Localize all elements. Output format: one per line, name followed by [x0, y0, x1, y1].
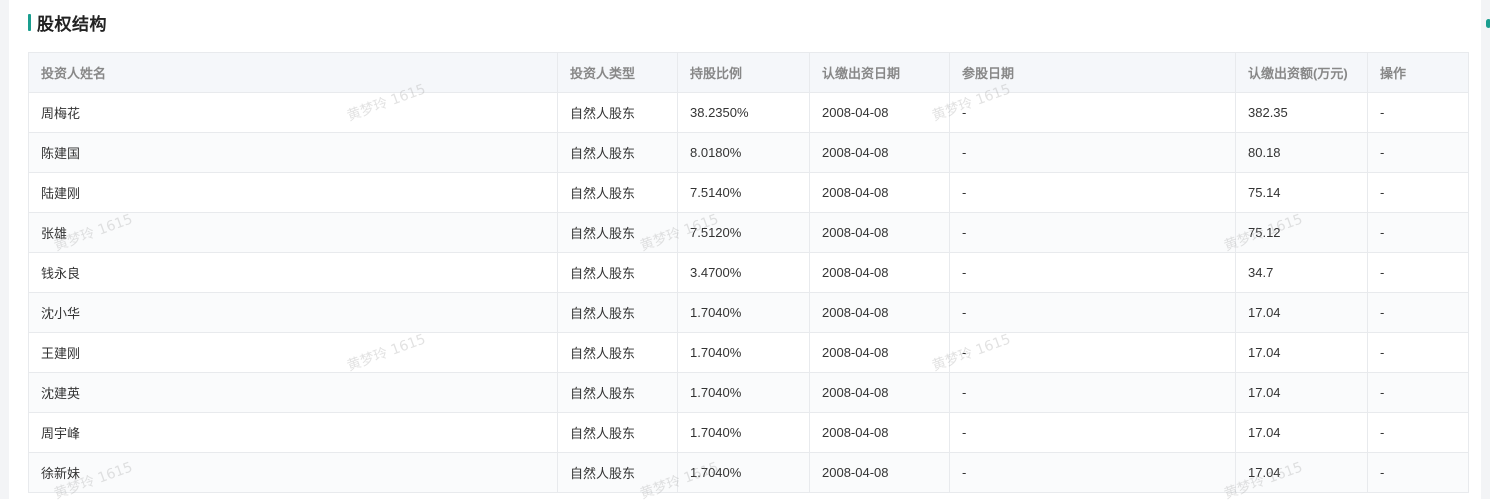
cell-join-date: -: [949, 452, 1236, 493]
cell-share-ratio: 7.5140%: [677, 172, 810, 213]
cell-join-date: -: [949, 252, 1236, 293]
cell-action: -: [1367, 452, 1469, 493]
cell-subscribed-amount: 17.04: [1235, 412, 1368, 453]
cell-share-ratio: 1.7040%: [677, 372, 810, 413]
table-row: 周梅花 自然人股东 38.2350% 2008-04-08-382.35-: [28, 92, 1469, 133]
title-accent-bar: [28, 13, 31, 31]
cell-investor-type: 自然人股东: [557, 452, 678, 493]
cell-investor-type: 自然人股东: [557, 332, 678, 373]
equity-structure-table: 投资人姓名 投资人类型 持股比例 认缴出资日期 参股日期 认缴出资额(万元) 操…: [28, 52, 1469, 493]
cell-action: -: [1367, 332, 1469, 373]
cell-join-date: -: [949, 372, 1236, 413]
col-header-investor-name[interactable]: 投资人姓名: [28, 52, 558, 93]
cell-investor-name[interactable]: 沈小华: [28, 292, 558, 333]
cell-subscribed-amount: 17.04: [1235, 292, 1368, 333]
cell-join-date: -: [949, 132, 1236, 173]
cell-action: -: [1367, 212, 1469, 253]
cell-share-ratio: 38.2350%: [677, 92, 810, 133]
table-row: 沈建英 自然人股东 1.7040% 2008-04-08-17.04-: [28, 372, 1469, 413]
cell-share-ratio: 1.7040%: [677, 412, 810, 453]
cell-investor-type: 自然人股东: [557, 372, 678, 413]
cell-subscription-date: 2008-04-08: [809, 92, 950, 133]
table-row: 陈建国 自然人股东 8.0180% 2008-04-08-80.18-: [28, 132, 1469, 173]
cell-subscription-date: 2008-04-08: [809, 452, 950, 493]
col-header-subscribed-amount[interactable]: 认缴出资额(万元): [1235, 52, 1368, 93]
cell-share-ratio: 8.0180%: [677, 132, 810, 173]
cell-join-date: -: [949, 172, 1236, 213]
section-title: 股权结构: [37, 14, 107, 34]
cell-investor-type: 自然人股东: [557, 172, 678, 213]
cell-subscription-date: 2008-04-08: [809, 252, 950, 293]
col-header-share-ratio[interactable]: 持股比例: [677, 52, 810, 93]
cell-investor-type: 自然人股东: [557, 252, 678, 293]
cell-investor-name[interactable]: 徐新妹: [28, 452, 558, 493]
cell-investor-name[interactable]: 周梅花: [28, 92, 558, 133]
table-row: 陆建刚 自然人股东 7.5140% 2008-04-08-75.14-: [28, 172, 1469, 213]
cell-subscription-date: 2008-04-08: [809, 372, 950, 413]
table-row: 徐新妹 自然人股东 1.7040% 2008-04-08-17.04-: [28, 452, 1469, 493]
cell-investor-name[interactable]: 沈建英: [28, 372, 558, 413]
cell-investor-type: 自然人股东: [557, 292, 678, 333]
col-header-investor-type[interactable]: 投资人类型: [557, 52, 678, 93]
cell-share-ratio: 1.7040%: [677, 332, 810, 373]
cell-join-date: -: [949, 332, 1236, 373]
cell-subscription-date: 2008-04-08: [809, 172, 950, 213]
table-row: 张雄 自然人股东 7.5120% 2008-04-08-75.12-: [28, 212, 1469, 253]
cell-share-ratio: 1.7040%: [677, 292, 810, 333]
cell-action: -: [1367, 172, 1469, 213]
cell-investor-type: 自然人股东: [557, 92, 678, 133]
cell-investor-type: 自然人股东: [557, 132, 678, 173]
cell-investor-name[interactable]: 周宇峰: [28, 412, 558, 453]
cell-join-date: -: [949, 92, 1236, 133]
cell-investor-name[interactable]: 张雄: [28, 212, 558, 253]
table-row: 钱永良 自然人股东 3.4700% 2008-04-08-34.7-: [28, 252, 1469, 293]
cell-investor-name[interactable]: 钱永良: [28, 252, 558, 293]
cell-subscription-date: 2008-04-08: [809, 212, 950, 253]
cell-subscribed-amount: 34.7: [1235, 252, 1368, 293]
cell-share-ratio: 3.4700%: [677, 252, 810, 293]
cell-subscribed-amount: 75.14: [1235, 172, 1368, 213]
cell-subscription-date: 2008-04-08: [809, 332, 950, 373]
cell-subscribed-amount: 75.12: [1235, 212, 1368, 253]
cell-subscription-date: 2008-04-08: [809, 412, 950, 453]
col-header-join-date[interactable]: 参股日期: [949, 52, 1236, 93]
cell-share-ratio: 1.7040%: [677, 452, 810, 493]
cell-subscribed-amount: 17.04: [1235, 332, 1368, 373]
cell-subscribed-amount: 17.04: [1235, 452, 1368, 493]
cell-subscribed-amount: 80.18: [1235, 132, 1368, 173]
cell-subscribed-amount: 17.04: [1235, 372, 1368, 413]
cell-action: -: [1367, 92, 1469, 133]
cell-subscribed-amount: 382.35: [1235, 92, 1368, 133]
cell-join-date: -: [949, 292, 1236, 333]
cell-join-date: -: [949, 212, 1236, 253]
cell-investor-type: 自然人股东: [557, 212, 678, 253]
col-header-subscription-date[interactable]: 认缴出资日期: [809, 52, 950, 93]
cell-action: -: [1367, 372, 1469, 413]
table-header-row: 投资人姓名 投资人类型 持股比例 认缴出资日期 参股日期 认缴出资额(万元) 操…: [28, 52, 1469, 93]
table-row: 沈小华 自然人股东 1.7040% 2008-04-08-17.04-: [28, 292, 1469, 333]
cell-investor-name[interactable]: 王建刚: [28, 332, 558, 373]
cell-action: -: [1367, 132, 1469, 173]
cell-subscription-date: 2008-04-08: [809, 292, 950, 333]
table-row: 周宇峰 自然人股东 1.7040% 2008-04-08-17.04-: [28, 412, 1469, 453]
cell-action: -: [1367, 292, 1469, 333]
section-header: 股权结构: [28, 11, 107, 34]
table-row: 王建刚 自然人股东 1.7040% 2008-04-08-17.04-: [28, 332, 1469, 373]
cell-action: -: [1367, 252, 1469, 293]
cell-action: -: [1367, 412, 1469, 453]
cell-investor-name[interactable]: 陈建国: [28, 132, 558, 173]
col-header-actions: 操作: [1367, 52, 1469, 93]
cell-subscription-date: 2008-04-08: [809, 132, 950, 173]
side-indicator: [1486, 19, 1490, 28]
cell-investor-name[interactable]: 陆建刚: [28, 172, 558, 213]
cell-investor-type: 自然人股东: [557, 412, 678, 453]
cell-share-ratio: 7.5120%: [677, 212, 810, 253]
cell-join-date: -: [949, 412, 1236, 453]
